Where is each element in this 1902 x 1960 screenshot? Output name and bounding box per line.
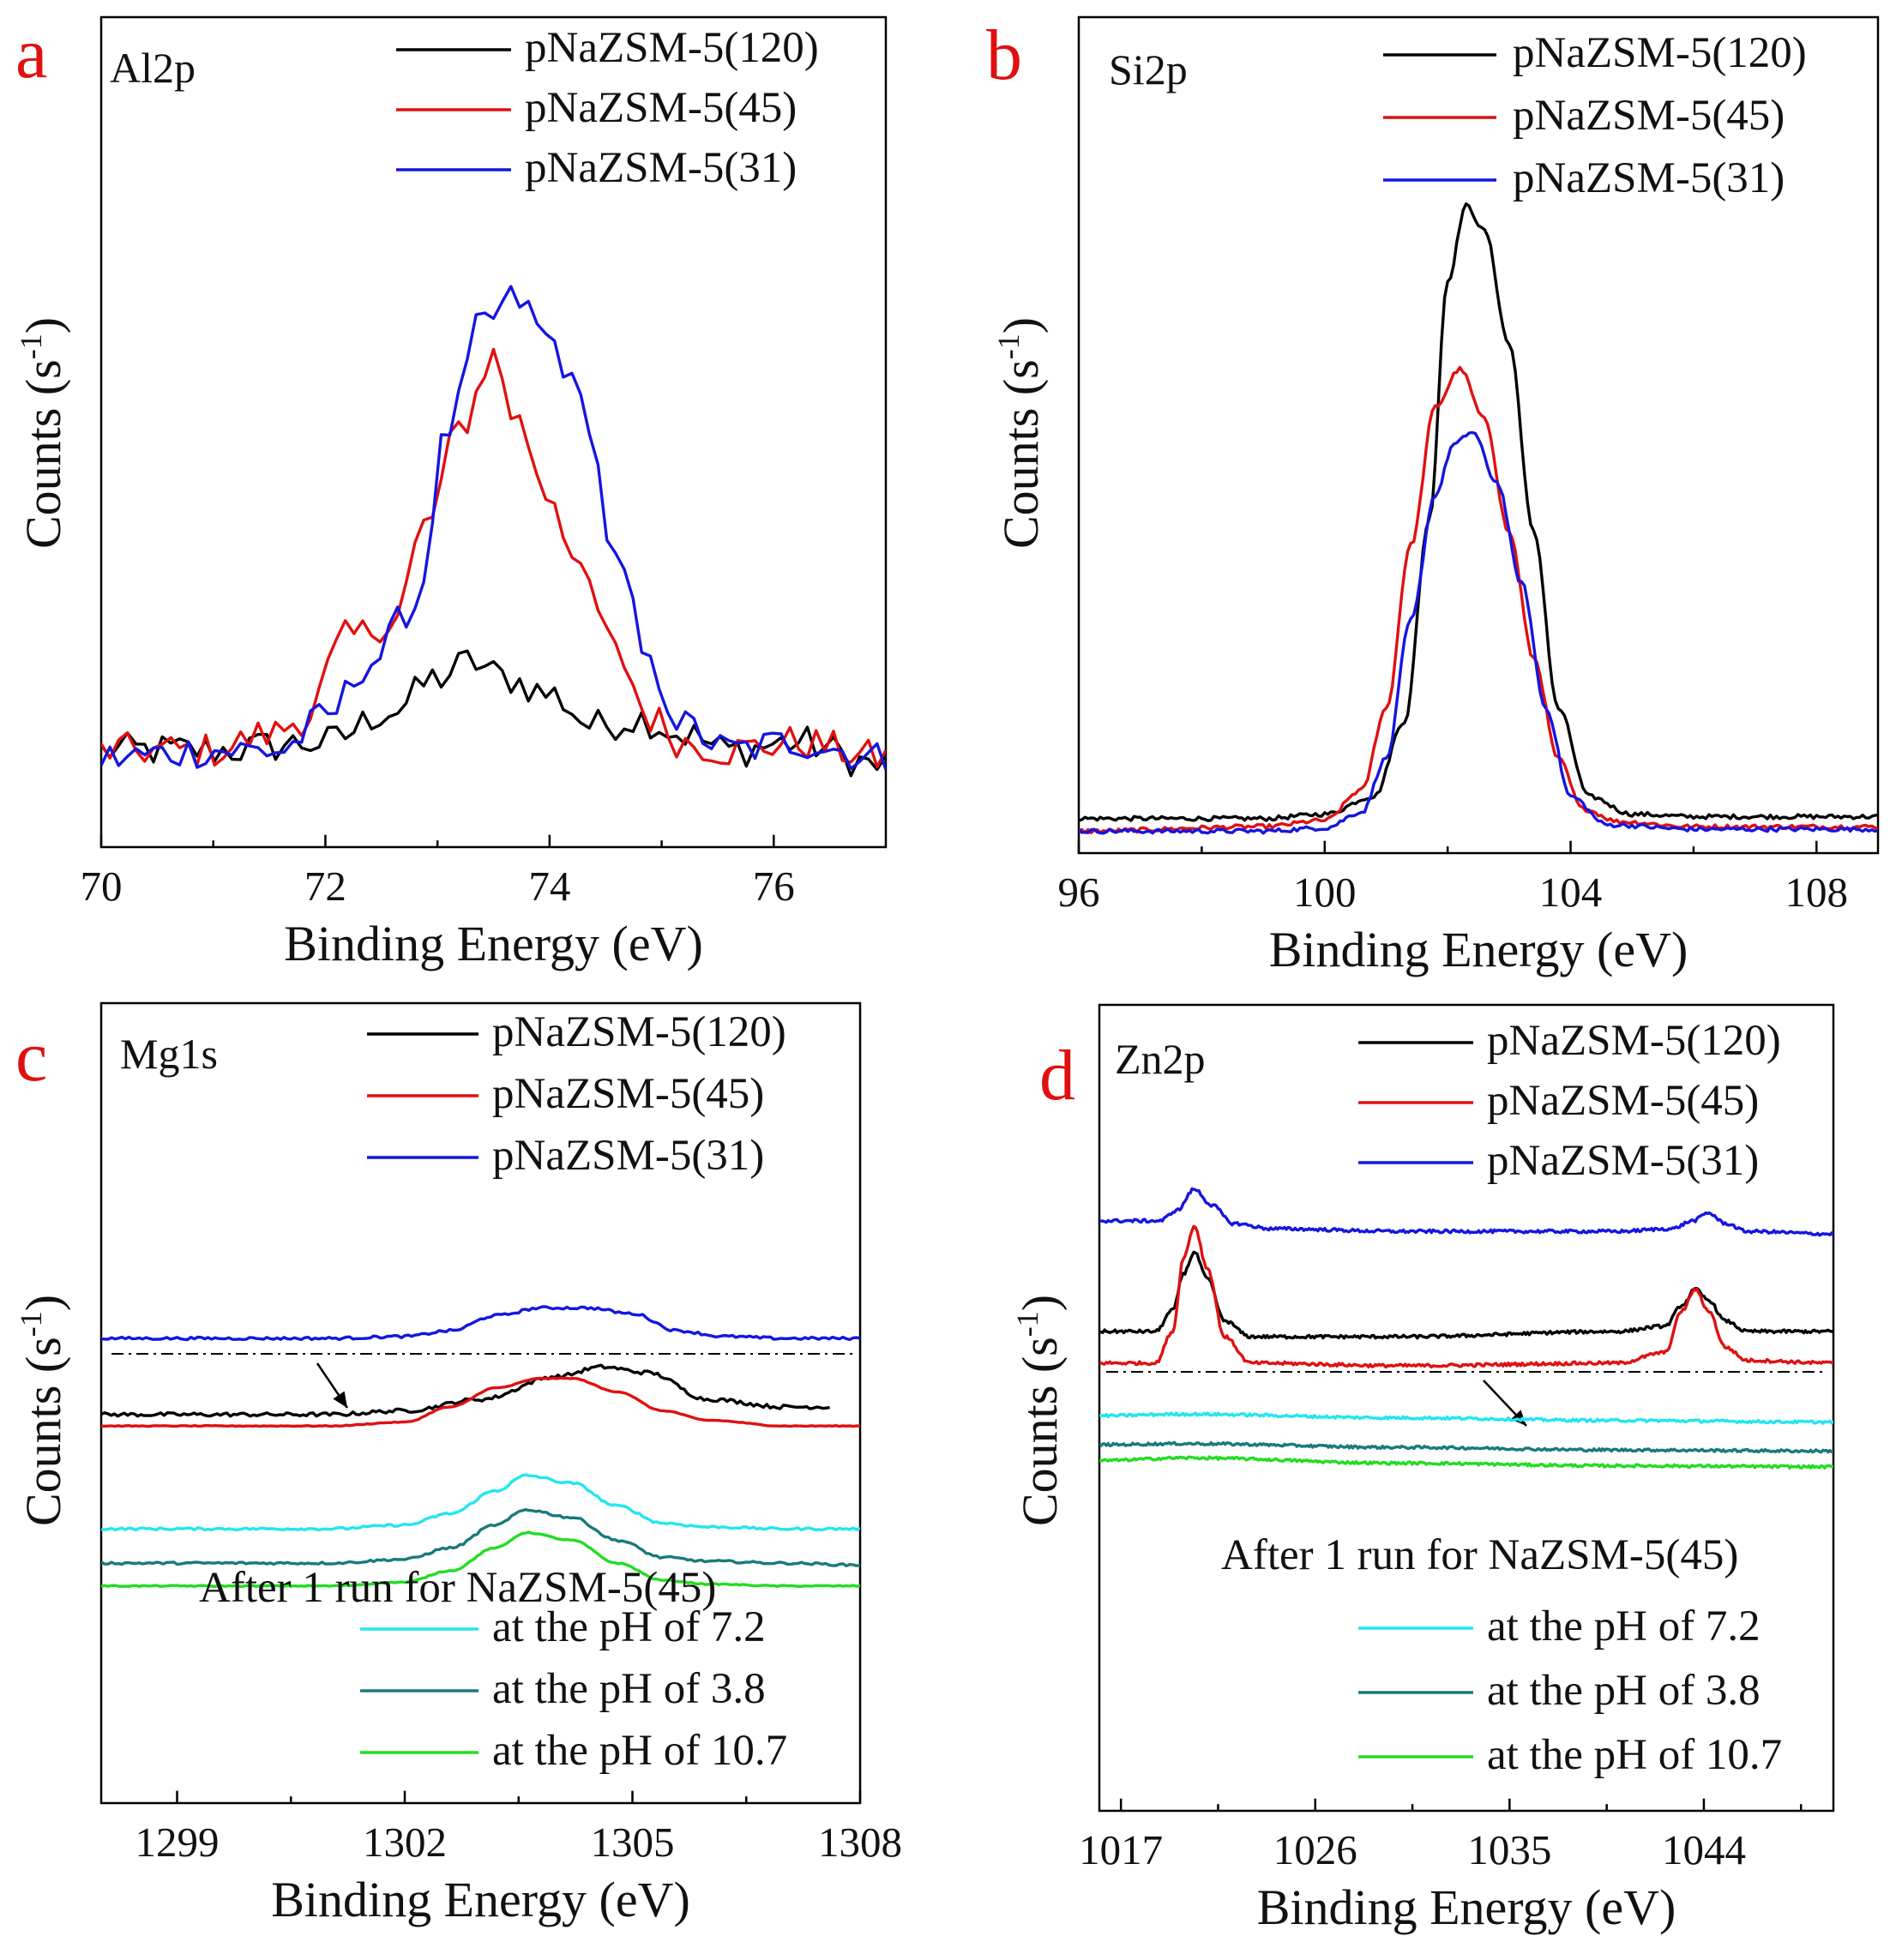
plot-frame bbox=[1098, 1003, 1835, 1813]
legend-label: at the pH of 3.8 bbox=[492, 1665, 766, 1713]
series-line bbox=[1079, 202, 1878, 822]
x-axis-label: Binding Energy (eV) bbox=[1269, 922, 1688, 977]
series-line bbox=[101, 1376, 860, 1428]
x-tick-label: 1035 bbox=[1467, 1826, 1551, 1873]
legend-label: pNaZSM-5(120) bbox=[1487, 1017, 1781, 1065]
panel-b: 96 100 104 108 Binding Energy (eV) Counts (s-… bbox=[986, 15, 1880, 977]
legend-label: pNaZSM-5(45) bbox=[1513, 92, 1785, 140]
x-tick-label: 72 bbox=[304, 863, 346, 910]
series-line bbox=[101, 1363, 830, 1418]
series-line bbox=[1099, 1187, 1833, 1237]
series-line bbox=[101, 347, 886, 769]
legend-label: pNaZSM-5(31) bbox=[1487, 1137, 1759, 1185]
legend-label: pNaZSM-5(31) bbox=[492, 1132, 764, 1180]
arrow-head-icon bbox=[333, 1391, 347, 1408]
x-tick-label: 1044 bbox=[1662, 1826, 1746, 1873]
element-label: Mg1s bbox=[120, 1030, 218, 1078]
series-line bbox=[1099, 1224, 1833, 1369]
x-tick-label: 1017 bbox=[1079, 1826, 1163, 1873]
legend-label: at the pH of 10.7 bbox=[492, 1727, 787, 1775]
x-tick-label: 1308 bbox=[818, 1819, 902, 1866]
panel-letter: c bbox=[15, 1017, 47, 1097]
panel-d: 1017 1026 1035 1044 Binding Energy (eV) Count… bbox=[1010, 1003, 1835, 1935]
x-tick-label: 1299 bbox=[135, 1819, 220, 1866]
x-tick-label: 104 bbox=[1539, 869, 1603, 916]
legend-label: at the pH of 3.8 bbox=[1487, 1667, 1761, 1715]
legend-label: at the pH of 7.2 bbox=[492, 1603, 766, 1651]
series-line bbox=[101, 1530, 860, 1589]
legend-label: at the pH of 7.2 bbox=[1487, 1602, 1761, 1650]
legend-label: pNaZSM-5(31) bbox=[525, 144, 797, 192]
x-tick-label: 96 bbox=[1058, 869, 1100, 916]
legend-label: pNaZSM-5(45) bbox=[492, 1070, 764, 1118]
legend-label: pNaZSM-5(120) bbox=[525, 24, 819, 72]
x-tick-label: 1302 bbox=[363, 1819, 447, 1866]
series-line bbox=[1079, 430, 1878, 835]
legend-label: pNaZSM-5(45) bbox=[525, 84, 797, 132]
plot-frame bbox=[99, 15, 888, 849]
x-tick-label: 1305 bbox=[591, 1819, 675, 1866]
series-line bbox=[1079, 365, 1878, 834]
legend-label: pNaZSM-5(120) bbox=[1513, 29, 1807, 77]
y-axis-label: Counts (s-1) bbox=[991, 317, 1049, 549]
plot-frame bbox=[1077, 15, 1880, 855]
element-label: Si2p bbox=[1109, 45, 1188, 93]
legend-label: at the pH of 10.7 bbox=[1487, 1731, 1782, 1779]
x-tick-label: 70 bbox=[81, 863, 123, 910]
series-line bbox=[1099, 1411, 1833, 1425]
x-tick-label: 74 bbox=[528, 863, 570, 910]
y-axis-label: Counts (s-1) bbox=[1010, 1295, 1068, 1526]
arrow-head-icon bbox=[1510, 1410, 1526, 1426]
series-line bbox=[1099, 1455, 1833, 1470]
panel-c: 1299 1302 1305 1308 Binding Energy (eV) Count… bbox=[14, 1001, 902, 1927]
series-line bbox=[101, 285, 886, 771]
series-line bbox=[101, 1305, 860, 1342]
element-label: Zn2p bbox=[1115, 1035, 1206, 1083]
note-label: After 1 run for NaZSM-5(45) bbox=[1221, 1531, 1738, 1579]
panel-letter: b bbox=[986, 15, 1022, 95]
x-axis-label: Binding Energy (eV) bbox=[284, 916, 703, 971]
legend-label: pNaZSM-5(120) bbox=[492, 1008, 786, 1056]
x-axis-label: Binding Energy (eV) bbox=[271, 1872, 690, 1927]
legend-label: pNaZSM-5(45) bbox=[1487, 1077, 1759, 1125]
series-line bbox=[101, 649, 886, 778]
element-label: Al2p bbox=[110, 44, 196, 92]
plot-frame bbox=[99, 1001, 862, 1805]
x-tick-label: 100 bbox=[1293, 869, 1357, 916]
note-label: After 1 run for NaZSM-5(45) bbox=[199, 1564, 716, 1612]
series-line bbox=[101, 1473, 860, 1532]
series-line bbox=[101, 1508, 860, 1567]
y-axis-label: Counts (s-1) bbox=[14, 317, 71, 549]
x-axis-label: Binding Energy (eV) bbox=[1257, 1879, 1676, 1935]
panel-letter: a bbox=[15, 14, 47, 93]
legend-label: pNaZSM-5(31) bbox=[1513, 154, 1785, 202]
series-line bbox=[1099, 1440, 1833, 1454]
x-tick-label: 1026 bbox=[1273, 1826, 1357, 1873]
panel-a: 70 72 74 76 Binding Energy (eV) Counts (s-1) a… bbox=[14, 14, 888, 971]
y-axis-label: Counts (s-1) bbox=[14, 1295, 71, 1526]
panel-letter: d bbox=[1039, 1036, 1075, 1115]
series-line bbox=[1099, 1250, 1833, 1340]
x-tick-label: 76 bbox=[753, 863, 795, 910]
x-tick-label: 108 bbox=[1785, 869, 1849, 916]
